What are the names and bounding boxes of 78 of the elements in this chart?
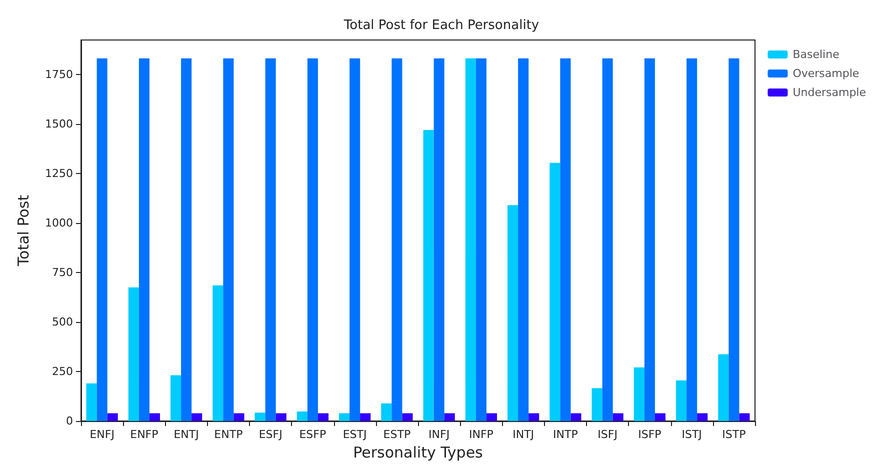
x-tick-label: ESTP: [383, 428, 411, 441]
x-tick-label: ENFJ: [90, 428, 114, 441]
y-tick-label: 250: [52, 365, 73, 378]
y-tick-label: 1000: [45, 216, 73, 230]
y-tick-label: 1250: [45, 167, 73, 180]
bar: [444, 413, 455, 421]
bar: [149, 413, 160, 421]
bar: [560, 58, 571, 421]
bar: [138, 58, 150, 421]
bar: [234, 413, 244, 421]
x-tick-label: ENTJ: [174, 428, 199, 441]
y-tick-label: 1500: [45, 118, 73, 131]
y-tick-label: 1750: [45, 68, 73, 82]
bar: [307, 58, 318, 421]
bar: [728, 58, 740, 421]
bar: [602, 58, 613, 421]
bar: [318, 413, 328, 421]
bar: [550, 162, 560, 421]
bar: [644, 58, 655, 421]
x-tick-label: ENTP: [214, 428, 244, 441]
bar: [634, 367, 644, 421]
bar: [392, 58, 402, 421]
bar: [518, 58, 529, 421]
bar: [381, 403, 392, 421]
bar: [276, 413, 286, 421]
bar: [181, 58, 192, 421]
bar: [254, 412, 266, 421]
bar: [265, 58, 276, 421]
bar: [96, 58, 108, 421]
bar: [350, 58, 360, 421]
bar: [592, 388, 602, 421]
bar: [476, 58, 486, 421]
bar: [192, 413, 202, 421]
bar: [423, 130, 434, 421]
bar: [486, 413, 497, 421]
bar: [676, 380, 687, 421]
legend-label: Undersample: [792, 86, 866, 99]
bar: [654, 413, 666, 421]
bar: [612, 413, 624, 421]
bar: [718, 354, 729, 421]
x-tick-label: INFP: [468, 428, 494, 441]
x-axis-title: Personality Types: [353, 444, 484, 462]
bar: [86, 383, 97, 421]
x-tick-label: ISFP: [638, 428, 662, 441]
y-axis-title: Total Post: [14, 194, 32, 268]
y-tick-label: 500: [52, 316, 73, 329]
bar: [296, 412, 308, 421]
bar: [570, 413, 582, 421]
bar: [339, 413, 350, 421]
bar: [686, 58, 698, 421]
legend-label: Baseline: [792, 48, 840, 61]
bar: [508, 205, 518, 421]
x-tick-label: ESFP: [299, 428, 326, 441]
bar: [739, 413, 750, 421]
x-tick-label: ENFP: [130, 428, 159, 441]
x-tick-label: INFJ: [428, 428, 450, 441]
x-tick-label: ESFJ: [258, 428, 282, 441]
x-tick-label: ISTJ: [682, 428, 702, 441]
x-tick-label: INTP: [553, 428, 578, 441]
bar: [402, 413, 413, 421]
bar: [697, 413, 708, 421]
y-tick-label: 0: [66, 414, 73, 428]
bar: [223, 58, 234, 421]
bar: [360, 413, 371, 421]
bar: [170, 375, 182, 421]
x-tick-label: INTJ: [512, 428, 534, 441]
x-tick-label: ISFJ: [598, 428, 618, 441]
x-tick-label: ESTJ: [342, 428, 367, 441]
x-tick-label: ISTP: [722, 428, 746, 441]
chart-title: Total Post for Each Personality: [342, 18, 540, 33]
bar: [107, 413, 118, 421]
bar: [128, 287, 139, 421]
bar: [434, 58, 444, 421]
bar: [212, 285, 224, 421]
y-tick-label: 750: [52, 266, 73, 280]
legend-label: Oversample: [792, 67, 860, 80]
bar: [528, 413, 540, 421]
bar: [465, 58, 476, 421]
